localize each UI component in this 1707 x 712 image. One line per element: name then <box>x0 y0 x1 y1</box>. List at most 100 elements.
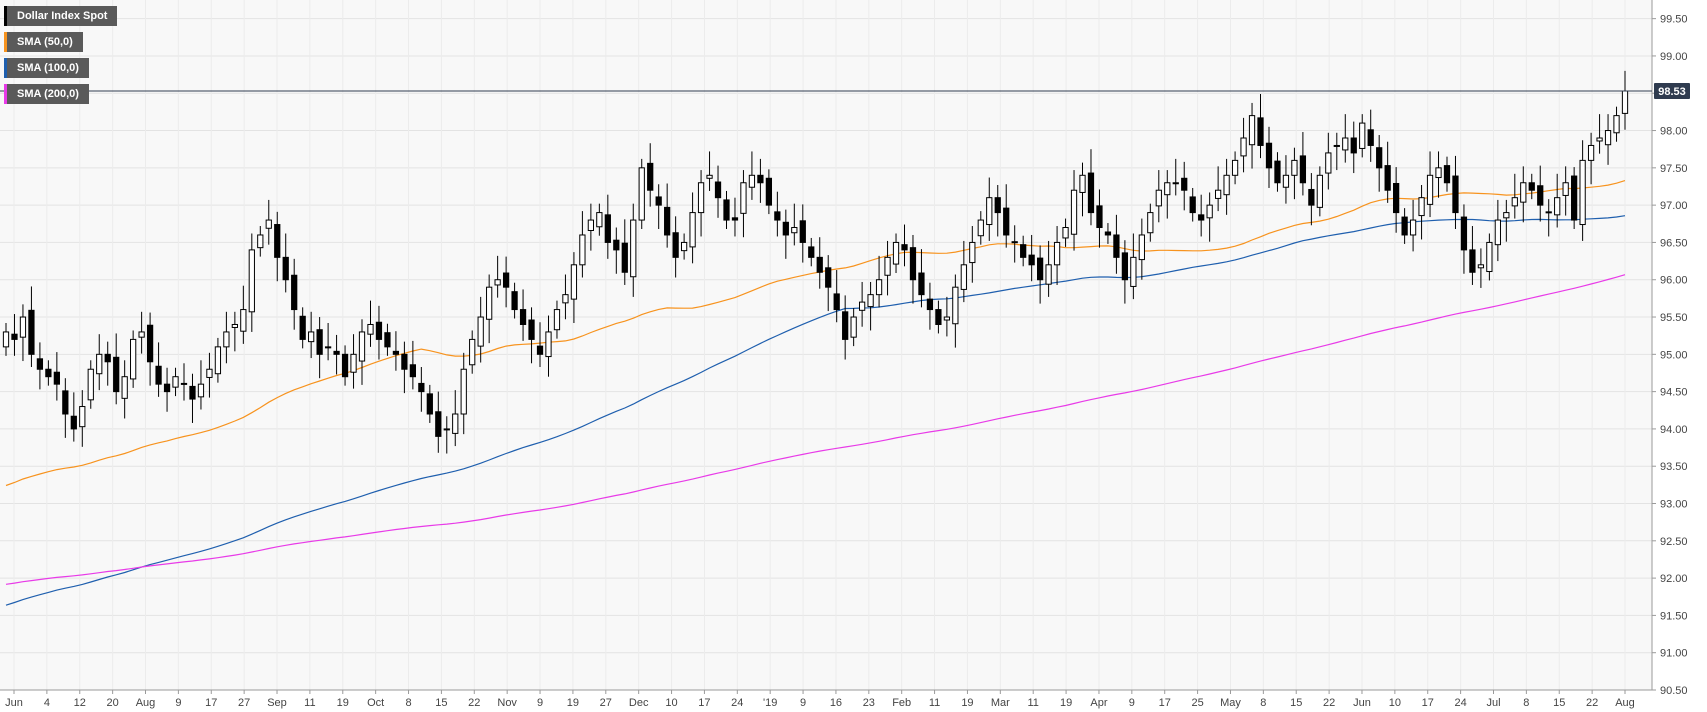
candle <box>630 203 637 297</box>
candle-body <box>723 199 730 221</box>
candle-body <box>579 234 586 266</box>
candle <box>104 341 111 386</box>
candle <box>926 282 934 330</box>
candle-body <box>875 279 883 296</box>
candle-body <box>1062 227 1069 239</box>
candle-body <box>1282 174 1290 188</box>
candle-body <box>638 167 645 221</box>
candle <box>1511 173 1518 219</box>
x-tick-label: 15 <box>435 697 447 709</box>
candle-body <box>418 382 425 393</box>
legend-entry[interactable]: Dollar Index Spot <box>4 6 118 26</box>
candle <box>282 233 289 293</box>
candle-body <box>469 338 476 366</box>
x-tick-label: 9 <box>537 697 543 709</box>
candle-body <box>392 350 400 355</box>
candle-body <box>333 350 340 355</box>
sma-lines <box>5 180 1626 606</box>
candle <box>1426 151 1434 218</box>
candle <box>1350 121 1357 174</box>
candle <box>1537 165 1544 222</box>
candle-body <box>240 309 247 332</box>
candle <box>443 416 450 454</box>
candle <box>452 390 459 447</box>
candle-body <box>358 331 366 362</box>
candle-body <box>1621 90 1629 114</box>
y-tick-label: 93.50 <box>1660 461 1688 473</box>
y-tick-label: 94.50 <box>1660 387 1688 399</box>
candle-body <box>748 174 756 188</box>
candle-body <box>1384 165 1391 191</box>
candle <box>994 184 1001 237</box>
candle-body <box>731 217 739 221</box>
candle-body <box>282 256 289 281</box>
candle <box>477 296 484 363</box>
candle <box>536 322 544 368</box>
candle-body <box>1070 189 1078 235</box>
candle <box>36 342 44 390</box>
candle-body <box>460 368 467 415</box>
x-tick-label: 10 <box>665 697 677 709</box>
x-tick-label: Jul <box>1486 697 1500 709</box>
candle-body <box>1113 234 1120 258</box>
legend-entry[interactable]: SMA (50,0) <box>4 32 83 52</box>
legend-entry[interactable]: SMA (100,0) <box>4 58 89 78</box>
legend-entry[interactable]: SMA (200,0) <box>4 84 89 104</box>
candle-body <box>613 239 620 251</box>
candle <box>587 203 595 251</box>
candle-body <box>1299 155 1307 184</box>
y-tick-label: 95.00 <box>1660 349 1688 361</box>
candle-body <box>341 353 349 378</box>
candle-body <box>248 249 255 313</box>
candle-body <box>70 415 77 430</box>
legend-swatch <box>4 84 7 104</box>
candle-body <box>825 267 832 288</box>
candle <box>1265 126 1273 188</box>
candle-body <box>536 345 544 355</box>
candle-body <box>502 272 510 288</box>
x-tick-label: Jun <box>1353 697 1371 709</box>
candle <box>248 233 255 332</box>
candle-body <box>197 383 205 398</box>
candle-body <box>1604 130 1612 146</box>
candle-body <box>1248 115 1256 146</box>
candle-body <box>1096 205 1103 229</box>
candle-body <box>765 177 773 206</box>
candle <box>952 274 959 348</box>
candle <box>350 334 357 389</box>
y-tick-label: 97.50 <box>1660 163 1688 175</box>
candle <box>1409 199 1417 252</box>
candle-body <box>1231 159 1239 176</box>
candle-body <box>799 220 806 243</box>
candle-body <box>1291 159 1298 176</box>
candle-body <box>180 382 188 385</box>
legend-label: SMA (100,0) <box>17 62 79 74</box>
candle <box>1155 170 1162 223</box>
candle <box>1121 240 1129 304</box>
candle-body <box>596 212 603 228</box>
candle-body <box>1155 189 1162 207</box>
y-tick-label: 98.00 <box>1660 126 1688 138</box>
candle-body <box>138 331 145 338</box>
candle <box>138 311 145 354</box>
candle-body <box>833 293 840 311</box>
y-tick-label: 90.50 <box>1660 685 1688 697</box>
candle-body <box>1121 252 1129 281</box>
candle <box>96 334 103 391</box>
candle <box>689 192 696 264</box>
candle <box>757 158 764 203</box>
x-tick-label: '19 <box>763 697 777 709</box>
candle-body <box>1189 196 1196 214</box>
candle <box>1206 192 1213 242</box>
candle-body <box>435 411 442 437</box>
candle <box>1460 204 1468 274</box>
candle <box>1452 155 1459 230</box>
candle <box>1494 199 1501 262</box>
x-tick-label: 19 <box>567 697 579 709</box>
candle <box>333 334 340 375</box>
candle-body <box>621 242 628 273</box>
candle <box>664 183 671 248</box>
candle-body <box>1443 165 1451 184</box>
candle <box>2 322 10 356</box>
candle <box>1604 114 1612 165</box>
